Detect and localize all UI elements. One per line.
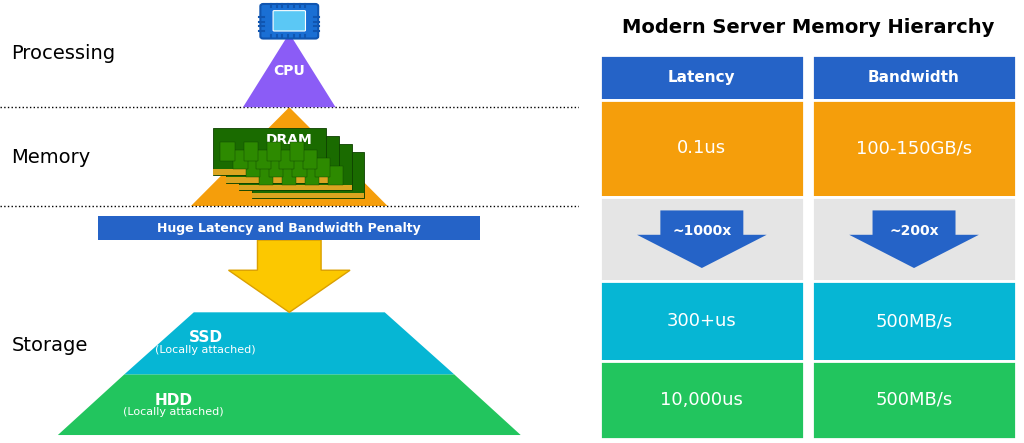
Text: (Locally attached): (Locally attached) — [123, 407, 224, 417]
Polygon shape — [637, 210, 767, 268]
Text: ~1000x: ~1000x — [672, 224, 731, 238]
Text: DRAM: DRAM — [266, 132, 312, 147]
FancyBboxPatch shape — [259, 166, 273, 185]
Polygon shape — [228, 240, 350, 312]
FancyBboxPatch shape — [812, 281, 1016, 361]
Text: 100-150GB/s: 100-150GB/s — [856, 140, 972, 157]
Text: 300+us: 300+us — [667, 312, 736, 330]
FancyBboxPatch shape — [252, 152, 365, 198]
Text: Latency: Latency — [668, 70, 735, 85]
Text: ~200x: ~200x — [889, 224, 939, 238]
FancyBboxPatch shape — [252, 193, 365, 198]
FancyBboxPatch shape — [600, 197, 804, 281]
FancyBboxPatch shape — [260, 4, 318, 39]
Text: (Locally attached): (Locally attached) — [155, 345, 256, 355]
FancyBboxPatch shape — [812, 197, 1016, 281]
FancyBboxPatch shape — [246, 158, 260, 177]
Text: 0.1us: 0.1us — [677, 140, 726, 157]
FancyBboxPatch shape — [812, 100, 1016, 197]
FancyBboxPatch shape — [280, 150, 294, 169]
FancyBboxPatch shape — [239, 185, 352, 190]
Text: Modern Server Memory Hierarchy: Modern Server Memory Hierarchy — [622, 18, 994, 37]
FancyBboxPatch shape — [812, 361, 1016, 439]
FancyBboxPatch shape — [244, 142, 258, 161]
FancyBboxPatch shape — [220, 142, 234, 161]
FancyBboxPatch shape — [600, 281, 804, 361]
FancyBboxPatch shape — [290, 142, 304, 161]
FancyBboxPatch shape — [98, 216, 480, 240]
Polygon shape — [124, 312, 455, 374]
Text: 500MB/s: 500MB/s — [876, 391, 952, 409]
FancyBboxPatch shape — [213, 128, 327, 175]
Text: Bandwidth: Bandwidth — [868, 70, 959, 85]
FancyBboxPatch shape — [812, 55, 1016, 100]
Text: 10,000us: 10,000us — [660, 391, 743, 409]
FancyBboxPatch shape — [266, 142, 282, 161]
Text: SSD: SSD — [188, 330, 222, 345]
Text: CPU: CPU — [273, 64, 305, 78]
Polygon shape — [243, 33, 336, 107]
Polygon shape — [57, 374, 520, 435]
FancyBboxPatch shape — [256, 150, 270, 169]
Polygon shape — [849, 210, 979, 268]
FancyBboxPatch shape — [302, 150, 317, 169]
Text: 500MB/s: 500MB/s — [876, 312, 952, 330]
FancyBboxPatch shape — [273, 11, 305, 31]
Text: HDD: HDD — [155, 392, 193, 408]
FancyBboxPatch shape — [269, 158, 284, 177]
FancyBboxPatch shape — [600, 55, 804, 100]
FancyBboxPatch shape — [239, 144, 352, 190]
Text: Processing: Processing — [11, 44, 116, 62]
FancyBboxPatch shape — [305, 166, 319, 185]
FancyBboxPatch shape — [226, 136, 339, 183]
FancyBboxPatch shape — [600, 100, 804, 197]
FancyBboxPatch shape — [315, 158, 330, 177]
Text: Memory: Memory — [11, 148, 91, 167]
FancyBboxPatch shape — [328, 166, 342, 185]
Polygon shape — [190, 107, 388, 206]
FancyBboxPatch shape — [600, 361, 804, 439]
FancyBboxPatch shape — [226, 177, 339, 183]
FancyBboxPatch shape — [282, 166, 296, 185]
FancyBboxPatch shape — [292, 158, 306, 177]
Text: Storage: Storage — [11, 336, 88, 355]
FancyBboxPatch shape — [233, 150, 248, 169]
Text: Huge Latency and Bandwidth Penalty: Huge Latency and Bandwidth Penalty — [158, 222, 421, 235]
FancyBboxPatch shape — [213, 169, 327, 175]
